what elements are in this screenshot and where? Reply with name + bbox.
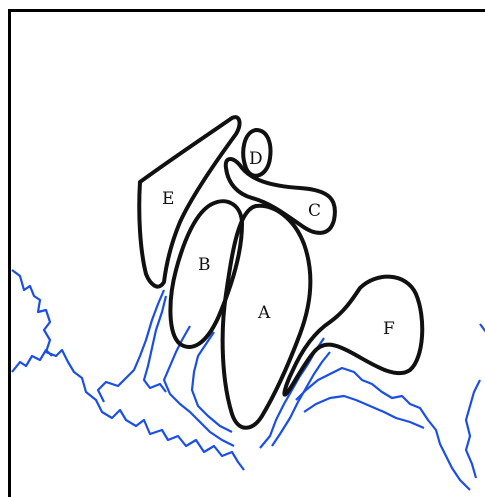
region-label-d: D: [249, 149, 263, 169]
region-label-e: E: [162, 189, 174, 209]
diagram-border: [8, 9, 485, 497]
region-c-outline: [223, 157, 337, 235]
region-d-outline: [241, 128, 273, 178]
region-f-outline: [282, 274, 425, 397]
region-e-outline: [137, 115, 242, 289]
region-label-c: C: [308, 201, 321, 221]
coastline: [11, 269, 485, 491]
region-label-b: B: [198, 255, 211, 275]
region-label-a: A: [257, 303, 271, 323]
region-outlines: [137, 115, 425, 430]
region-a-outline: [220, 203, 313, 430]
region-label-f: F: [383, 319, 395, 339]
region-labels: A B C D E F: [162, 149, 395, 339]
